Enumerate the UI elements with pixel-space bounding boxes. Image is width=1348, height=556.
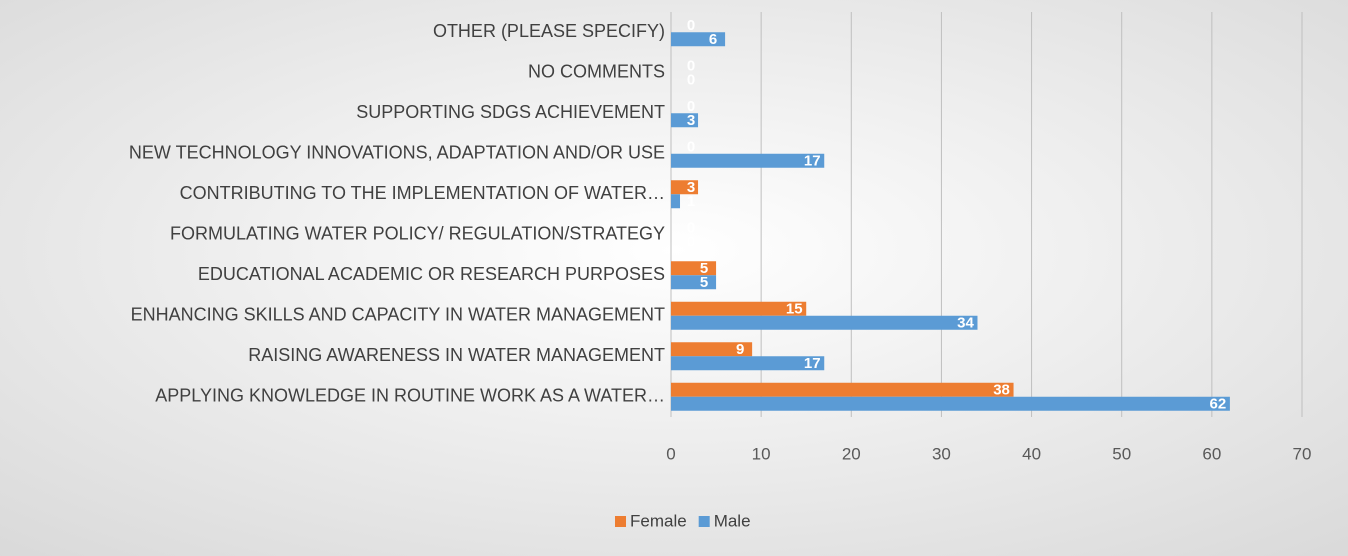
- value-label: 17: [804, 355, 821, 372]
- bar: [671, 301, 807, 316]
- value-label: 5: [700, 274, 708, 291]
- legend-swatch: [698, 516, 710, 527]
- value-label: 0: [687, 72, 695, 89]
- bar: [671, 32, 726, 47]
- bar: [671, 315, 978, 330]
- x-tick-label: 30: [932, 444, 951, 463]
- bar: [671, 382, 1014, 397]
- value-label: 3: [687, 179, 695, 196]
- x-tick-label: 60: [1202, 444, 1221, 463]
- category-label: SUPPORTING SDGS ACHIEVEMENT: [356, 102, 665, 122]
- category-label: ENHANCING SKILLS AND CAPACITY IN WATER M…: [131, 305, 665, 325]
- legend-label: Male: [714, 511, 751, 530]
- bar: [671, 153, 825, 168]
- value-label: 9: [736, 341, 744, 358]
- bar: [671, 261, 717, 276]
- value-label: 34: [957, 315, 974, 332]
- x-tick-label: 10: [752, 444, 771, 463]
- value-label: 0: [687, 234, 695, 251]
- bar: [671, 396, 1230, 411]
- value-label: 15: [786, 301, 803, 318]
- x-tick-label: 40: [1022, 444, 1041, 463]
- x-tick-label: 0: [666, 444, 675, 463]
- category-label: NO COMMENTS: [528, 62, 665, 82]
- value-label: 0: [687, 17, 695, 34]
- category-label: RAISING AWARENESS IN WATER MANAGEMENT: [248, 345, 665, 365]
- category-label: EDUCATIONAL ACADEMIC OR RESEARCH PURPOSE…: [198, 264, 665, 284]
- value-label: 5: [700, 260, 708, 277]
- bar: [671, 342, 753, 357]
- x-tick-label: 70: [1293, 444, 1312, 463]
- bar: [671, 180, 699, 195]
- x-tick-label: 50: [1112, 444, 1131, 463]
- value-label: 0: [687, 58, 695, 75]
- bar: [671, 275, 717, 290]
- legend-label: Female: [630, 511, 687, 530]
- category-label: APPLYING KNOWLEDGE IN ROUTINE WORK AS A …: [155, 386, 665, 406]
- value-label: 0: [687, 220, 695, 237]
- category-label: NEW TECHNOLOGY INNOVATIONS, ADAPTATION A…: [129, 143, 665, 163]
- value-label: 17: [804, 153, 821, 170]
- value-label: 0: [687, 139, 695, 156]
- bar: [671, 194, 681, 209]
- value-label: 1: [687, 193, 695, 210]
- value-label: 0: [687, 98, 695, 115]
- value-label: 6: [709, 31, 717, 48]
- value-label: 38: [993, 382, 1010, 399]
- x-tick-label: 20: [842, 444, 861, 463]
- value-label: 3: [687, 112, 695, 129]
- category-label: OTHER (PLEASE SPECIFY): [433, 21, 665, 41]
- value-label: 62: [1210, 396, 1227, 413]
- category-label: FORMULATING WATER POLICY/ REGULATION/STR…: [170, 224, 665, 244]
- bar: [671, 113, 699, 128]
- legend-swatch: [615, 516, 626, 527]
- bar: [671, 356, 825, 371]
- category-label: CONTRIBUTING TO THE IMPLEMENTATION OF WA…: [180, 183, 665, 203]
